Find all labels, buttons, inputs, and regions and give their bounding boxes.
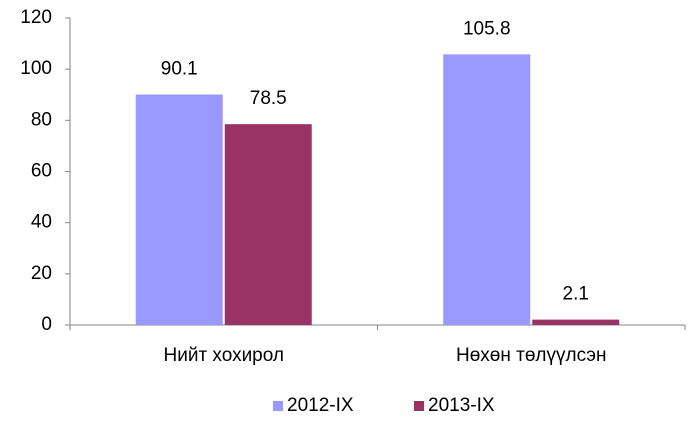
y-tick-label: 0 <box>41 314 52 335</box>
y-tick-label: 80 <box>31 109 52 130</box>
data-label: 78.5 <box>250 88 287 109</box>
legend-label: 2012-IX <box>287 395 354 416</box>
y-tick-label: 20 <box>31 263 52 284</box>
y-tick-label: 40 <box>31 212 52 233</box>
bar <box>224 124 312 325</box>
data-label: 105.8 <box>463 18 511 39</box>
data-label: 90.1 <box>161 59 198 80</box>
x-tick-label: Нийт хохирол <box>164 345 285 366</box>
y-tick-label: 60 <box>31 161 52 182</box>
y-tick-label: 120 <box>20 7 52 28</box>
legend-swatch <box>414 401 424 411</box>
bar <box>135 94 223 325</box>
legend-label: 2013-IX <box>428 395 495 416</box>
x-tick-label: Нөхөн төлүүлсэн <box>456 345 606 366</box>
bar <box>532 319 620 325</box>
bar <box>443 54 531 325</box>
y-tick-label: 100 <box>20 58 52 79</box>
legend-swatch <box>273 401 283 411</box>
data-label: 2.1 <box>563 284 589 305</box>
